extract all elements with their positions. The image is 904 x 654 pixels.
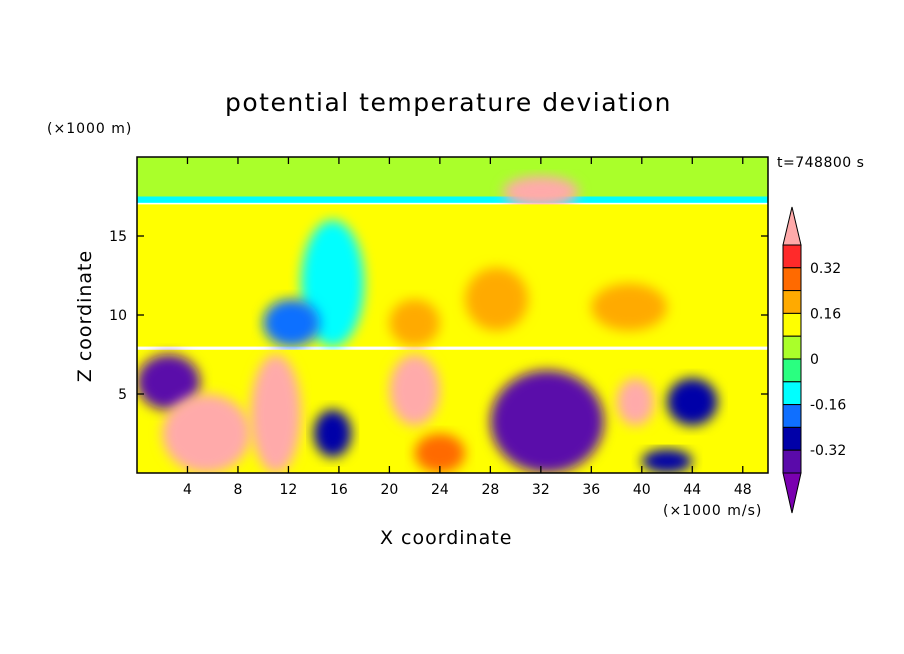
field-region <box>641 449 693 473</box>
field-region <box>616 378 655 426</box>
y-axis-unit: (×1000 m) <box>47 121 133 137</box>
colorbar-band <box>782 449 802 474</box>
x-tick-label: 20 <box>380 482 398 498</box>
y-tick-label: 15 <box>109 229 127 245</box>
contour-field <box>137 157 768 473</box>
colorbar-band <box>782 404 802 428</box>
x-tick-label: 28 <box>481 482 499 498</box>
y-tick-label: 10 <box>109 308 127 324</box>
colorbar-band <box>782 335 802 360</box>
field-region <box>465 267 529 331</box>
colorbar-extend-max <box>782 206 802 246</box>
colorbar-label: 0 <box>810 352 819 368</box>
x-axis-ticks: 4 8 12 16 20 24 28 32 36 40 44 48 <box>183 157 752 498</box>
y-tick-label: 5 <box>118 387 127 403</box>
field-region <box>389 299 440 347</box>
x-tick-label: 40 <box>633 482 651 498</box>
x-tick-label: 16 <box>330 482 348 498</box>
chart-title: potential temperature deviation <box>225 88 672 117</box>
field-region <box>667 378 718 426</box>
field-region <box>263 299 320 347</box>
x-tick-label: 32 <box>532 482 550 498</box>
colorbar-band <box>782 290 802 314</box>
x-axis-label: X coordinate <box>380 527 513 549</box>
colorbar-band <box>782 426 802 451</box>
colorbar: 0.32 0.16 0 -0.16 -0.32 <box>782 206 846 514</box>
colorbar-band <box>782 312 802 337</box>
field-region <box>250 354 302 473</box>
x-axis-unit: (×1000 m/s) <box>663 503 763 519</box>
x-tick-label: 48 <box>734 482 752 498</box>
field-region <box>162 394 251 473</box>
x-tick-label: 24 <box>431 482 449 498</box>
colorbar-label: -0.16 <box>810 398 846 414</box>
colorbar-band <box>782 358 802 383</box>
field-region <box>137 204 768 347</box>
field-region <box>389 354 440 426</box>
field-region <box>137 157 768 197</box>
colorbar-label: -0.32 <box>810 443 846 459</box>
colorbar-label: 0.16 <box>810 306 841 322</box>
colorbar-band <box>782 267 802 292</box>
field-region <box>137 196 768 203</box>
time-label: t=748800 s <box>777 155 865 171</box>
x-tick-label: 4 <box>183 482 192 498</box>
field-region <box>502 175 579 208</box>
field-region <box>137 354 201 410</box>
field-region <box>414 433 466 473</box>
field-region <box>490 370 604 473</box>
colorbar-band <box>782 244 802 269</box>
x-tick-label: 44 <box>683 482 701 498</box>
colorbar-band <box>782 381 802 406</box>
field-region <box>591 283 668 331</box>
field-region <box>313 409 352 458</box>
colorbar-extend-min <box>782 472 802 514</box>
y-axis-ticks: 5 10 15 <box>109 229 768 403</box>
x-tick-label: 12 <box>280 482 298 498</box>
x-tick-label: 36 <box>582 482 600 498</box>
x-tick-label: 8 <box>233 482 242 498</box>
colorbar-label: 0.32 <box>810 261 841 277</box>
